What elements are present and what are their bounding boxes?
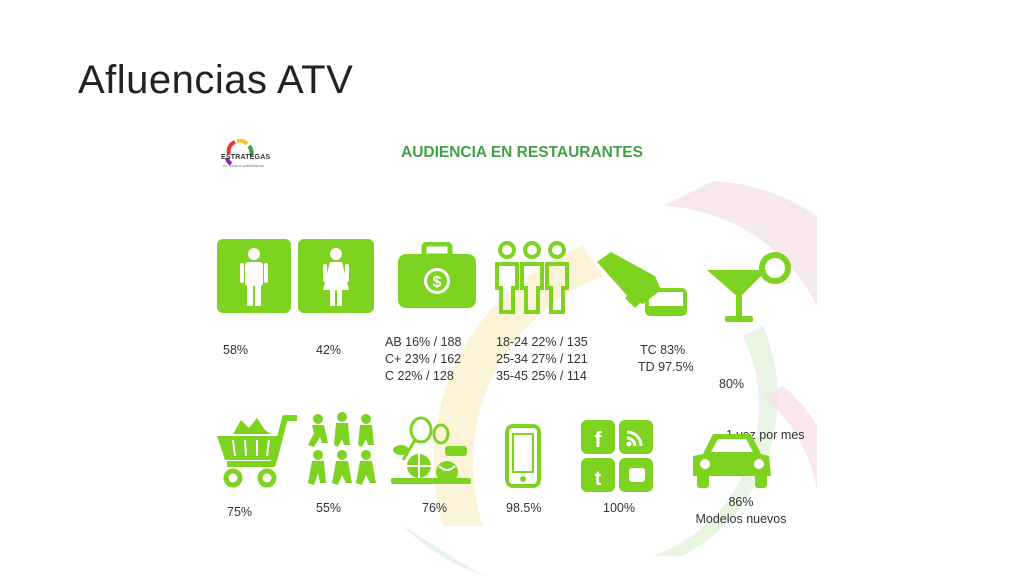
age-line-18-24: 18-24 22% / 135	[496, 335, 588, 349]
car-values: 86% Modelos nuevos	[691, 494, 791, 528]
money-briefcase-icon: $	[398, 242, 476, 308]
social-media-icon: f t	[581, 420, 653, 492]
card-usage-values: TC 83%	[640, 342, 685, 359]
people-group-icon	[495, 241, 569, 314]
estrategas-logo	[225, 138, 254, 166]
shopping-cart-icon	[217, 415, 297, 488]
car-percentage: 86%	[728, 495, 754, 509]
age-range-values: 18-24 22% / 135 25-34 27% / 121 35-45 25…	[496, 334, 588, 385]
men-percentage: 58%	[223, 343, 249, 357]
debit-card-value: TD 97.5%	[638, 360, 694, 374]
women-percentage: 42%	[316, 343, 342, 357]
sports-balls-percentage: 76%	[422, 501, 448, 515]
socioeconomic-line-ab: AB 16% / 188	[385, 335, 462, 349]
shopping-percentage: 75%	[227, 505, 253, 519]
car-models-text: Modelos nuevos	[695, 512, 787, 526]
credit-card-line: TC 83%	[640, 343, 686, 357]
man-icon	[217, 239, 291, 313]
socioeconomic-level-values: AB 16% / 188 C+ 23% / 162 C 22% / 128	[385, 334, 461, 385]
logo-text: ESTRATEGAS	[221, 154, 271, 161]
cocktail-icon	[707, 252, 791, 322]
drink-percentage: 80%	[719, 377, 745, 391]
svg-text:$: $	[433, 274, 442, 291]
car-icon	[693, 434, 771, 488]
sports-people-icon	[308, 412, 376, 485]
social-media-percentage: 100%	[603, 501, 635, 515]
socioeconomic-line-c: C 22% / 128	[385, 369, 454, 383]
woman-icon	[298, 239, 374, 313]
background-swirl-decoration	[403, 181, 817, 576]
socioeconomic-line-c-plus: C+ 23% / 162	[385, 352, 462, 366]
card-payment-icon	[597, 252, 687, 316]
smartphone-percentage: 98.5%	[506, 501, 542, 515]
svg-text:t: t	[595, 468, 602, 490]
logo-tagline: en medios publicitarios	[223, 163, 264, 168]
panel-heading: AUDIENCIA EN RESTAURANTES	[401, 144, 643, 161]
smartphone-icon	[505, 424, 541, 488]
sports-balls-icon	[391, 416, 471, 484]
slide-title: Afluencias ATV	[78, 58, 354, 102]
sports-percentage: 55%	[316, 501, 342, 515]
age-line-25-34: 25-34 27% / 121	[496, 352, 588, 366]
age-line-35-45: 35-45 25% / 114	[496, 369, 587, 383]
svg-text:f: f	[594, 427, 602, 452]
audience-infographic: ESTRATEGAS en medios publicitarios AUDIE…	[183, 126, 817, 576]
